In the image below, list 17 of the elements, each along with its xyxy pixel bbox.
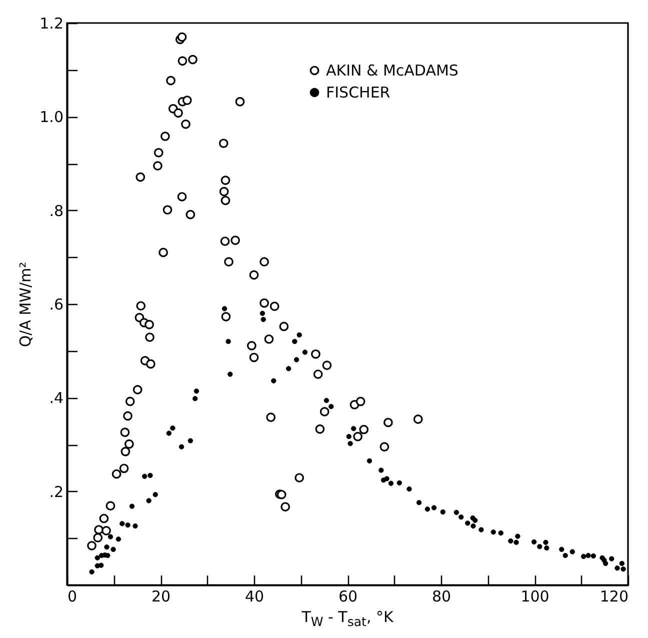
y-tick-label: 1.2 bbox=[40, 14, 64, 32]
y-tick-label: 1.0 bbox=[40, 108, 64, 126]
legend-label: FISCHER bbox=[326, 84, 390, 102]
x-tick-label: 60 bbox=[338, 588, 358, 606]
x-tick-label: 40 bbox=[244, 588, 264, 606]
y-tick-label: .2 bbox=[49, 482, 64, 501]
y-tick-label: .6 bbox=[49, 296, 64, 314]
y-tick-label: .8 bbox=[49, 202, 64, 220]
x-tick-label: 80 bbox=[432, 588, 452, 606]
x-tick-label: 120 bbox=[600, 588, 628, 606]
y-tick-label: .4 bbox=[49, 389, 64, 408]
x-tick-label: 20 bbox=[151, 588, 171, 606]
y-axis-title: Q/A MW/m² bbox=[16, 262, 35, 348]
x-tick-label: 100 bbox=[520, 588, 550, 606]
legend-label: AKIN & McADAMS bbox=[326, 62, 458, 80]
x-axis-title: T$_{W}$ - T$_{sat}$, °K bbox=[300, 608, 394, 629]
x-tick-label: 0 bbox=[68, 588, 78, 606]
